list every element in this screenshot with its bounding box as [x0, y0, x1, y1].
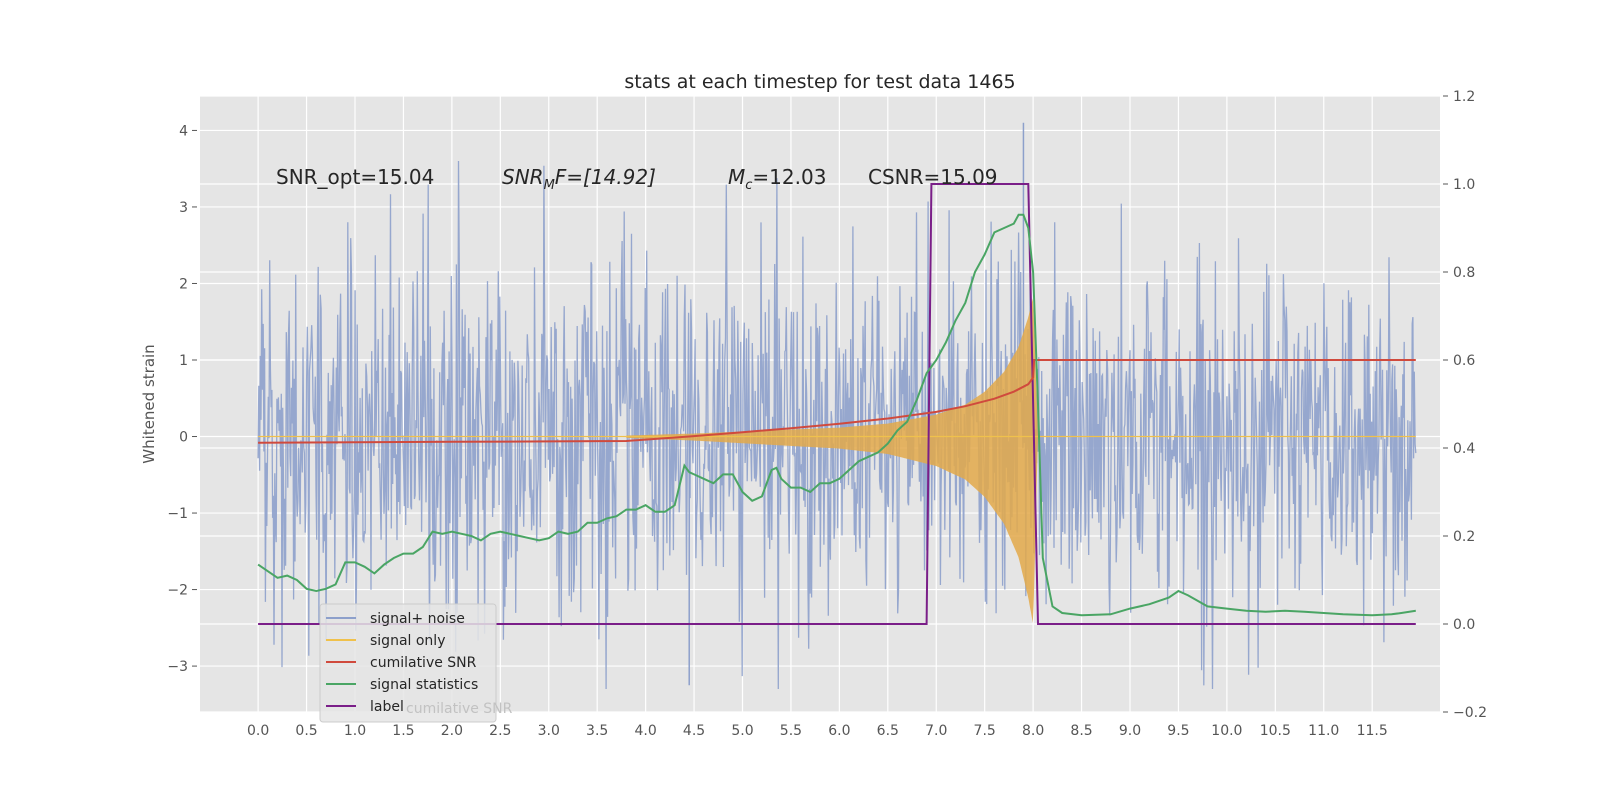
y-axis-ticks: −3 −2 −1 0 1 2 3 4 [167, 123, 197, 675]
y-tick-label: −1 [167, 506, 188, 522]
right-y-tick-label: −0.2 [1453, 705, 1487, 721]
legend-label: signal statistics [370, 677, 478, 693]
x-tick-label: 0.5 [295, 723, 317, 739]
signal-only-envelope [626, 298, 1038, 623]
y-tick-label: −2 [167, 583, 188, 599]
x-tick-label: 3.5 [586, 723, 608, 739]
right-axis-series [257, 183, 1416, 625]
signal-statistics-line [257, 213, 1416, 617]
right-y-tick-label: 0.2 [1453, 529, 1475, 545]
chart-title: stats at each timestep for test data 146… [624, 71, 1015, 93]
y-tick-label: 3 [179, 200, 188, 216]
right-y-axis-ticks: −0.2 0.0 0.2 0.4 0.6 0.8 1.0 1.2 [1443, 89, 1487, 721]
signal-plus-noise-line [257, 160, 1417, 690]
x-tick-label: 3.0 [538, 723, 560, 739]
legend-label: signal only [370, 633, 445, 649]
x-tick-label: 10.5 [1260, 723, 1291, 739]
legend-label: label [370, 699, 404, 715]
legend-box [319, 603, 497, 723]
legend-ghost-text: cumilative SNR [406, 701, 513, 717]
legend-items: signal+ noise signal only cumilative SNR si… [326, 611, 478, 715]
x-tick-label: 5.0 [731, 723, 753, 739]
snr-mf-symbol: SNR [502, 165, 544, 189]
right-y-tick-label: 0.0 [1453, 617, 1475, 633]
x-tick-label: 1.0 [344, 723, 366, 739]
right-y-tick-label: 0.8 [1453, 265, 1475, 281]
right-y-tick-label: 1.2 [1453, 89, 1475, 105]
label-line [258, 183, 1416, 625]
mc-symbol: M [728, 165, 745, 189]
y-tick-label: 1 [179, 353, 188, 369]
legend-label: signal+ noise [370, 611, 465, 627]
y-axis-label: Whitened strain [140, 344, 158, 463]
x-tick-label: 2.5 [489, 723, 511, 739]
y-tick-label: 0 [179, 430, 188, 446]
y-tick-label: 2 [179, 276, 188, 292]
x-tick-label: 0.0 [247, 723, 269, 739]
cumilative-snr-line [258, 359, 1416, 444]
snr-opt-annotation: SNR_opt=15.04 [276, 165, 434, 189]
y-tick-label: −3 [167, 659, 188, 675]
x-tick-label: 8.5 [1070, 723, 1092, 739]
x-tick-label: 10.0 [1211, 723, 1242, 739]
x-tick-label: 11.5 [1357, 723, 1388, 739]
mc-value: =12.03 [752, 165, 826, 189]
x-tick-label: 1.5 [392, 723, 414, 739]
right-y-tick-label: 0.6 [1453, 353, 1475, 369]
x-tick-label: 5.5 [780, 723, 802, 739]
right-y-tick-label: 0.4 [1453, 441, 1475, 457]
x-tick-label: 9.5 [1167, 723, 1189, 739]
mc-subscript: c [745, 178, 752, 193]
x-tick-label: 11.0 [1308, 723, 1339, 739]
x-tick-label: 6.0 [828, 723, 850, 739]
x-tick-label: 2.0 [441, 723, 463, 739]
mc-annotation: Mc=12.03 [728, 165, 826, 193]
x-tick-label: 7.0 [925, 723, 947, 739]
signal-only-series [258, 298, 1416, 623]
snr-mf-subscript: M [544, 178, 555, 193]
y-tick-label: 4 [179, 123, 188, 139]
legend: cumilative SNR signal+ noise signal only c… [319, 603, 513, 723]
csnr-annotation: CSNR=15.09 [868, 165, 998, 189]
x-tick-label: 4.5 [683, 723, 705, 739]
x-tick-label: 9.0 [1119, 723, 1141, 739]
x-tick-label: 6.5 [877, 723, 899, 739]
x-tick-label: 7.5 [974, 723, 996, 739]
legend-label: cumilative SNR [370, 655, 477, 671]
x-tick-label: 4.0 [634, 723, 656, 739]
snr-mf-value: F=[14.92] [555, 165, 656, 189]
right-y-tick-label: 1.0 [1453, 177, 1475, 193]
snr-mf-annotation: SNRMF=[14.92] [502, 165, 656, 193]
x-tick-label: 8.0 [1022, 723, 1044, 739]
x-axis-ticks: 0.0 0.5 1.0 1.5 2.0 2.5 3.0 3.5 4.0 4.5 5.0 5.5 6.0 6… [247, 723, 1388, 739]
